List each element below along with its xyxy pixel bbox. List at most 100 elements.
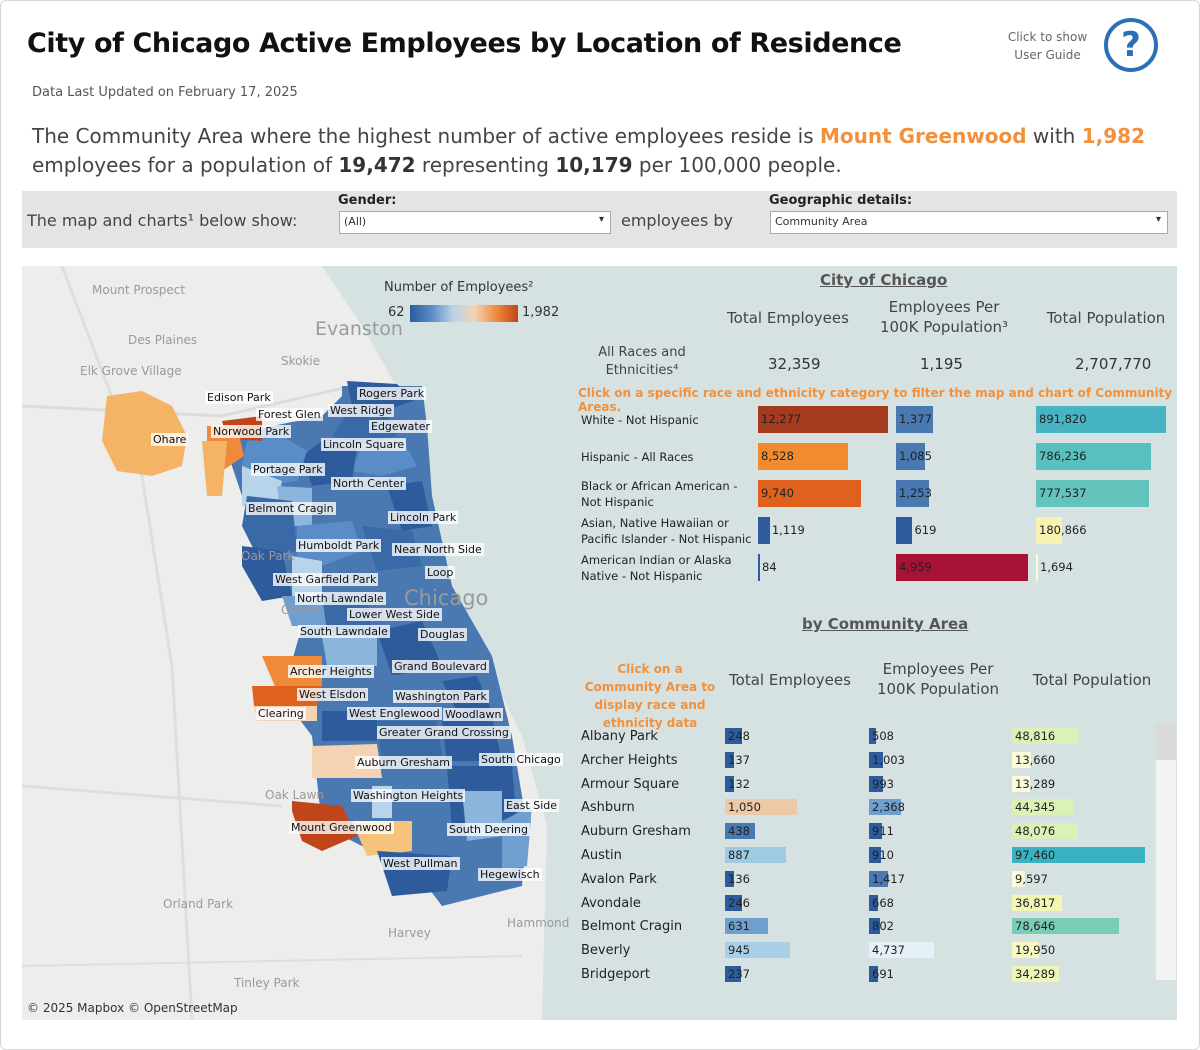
- race-row-label[interactable]: Asian, Native Hawaiian or Pacific Island…: [581, 516, 752, 546]
- map-region-label[interactable]: Loop: [425, 566, 456, 579]
- map-region-label[interactable]: Lincoln Park: [388, 511, 459, 524]
- community-bar[interactable]: 48,076: [1012, 823, 1078, 840]
- community-row-label[interactable]: Auburn Gresham: [581, 824, 691, 840]
- community-bar[interactable]: 1,417: [869, 870, 905, 887]
- community-bar[interactable]: 246: [725, 894, 750, 911]
- map-region-label[interactable]: Humboldt Park: [296, 539, 382, 552]
- map-region-label[interactable]: Auburn Gresham: [355, 756, 452, 769]
- community-bar[interactable]: 631: [725, 918, 769, 935]
- race-bar[interactable]: 777,537: [1036, 480, 1150, 507]
- race-bar[interactable]: 12,277: [758, 406, 888, 433]
- community-bar[interactable]: 136: [725, 870, 750, 887]
- map-region-label[interactable]: North Lawndale: [295, 592, 386, 605]
- map-region-label[interactable]: Belmont Cragin: [246, 502, 336, 515]
- community-row-label[interactable]: Armour Square: [581, 776, 680, 792]
- map-region-label[interactable]: Clearing: [256, 707, 306, 720]
- race-bar[interactable]: 1,694: [1036, 554, 1073, 581]
- community-bar[interactable]: 438: [725, 823, 756, 840]
- map-region-label[interactable]: Edgewater: [369, 420, 433, 433]
- map-region-label[interactable]: Portage Park: [251, 463, 325, 476]
- scrollbar[interactable]: [1156, 724, 1176, 980]
- map-region-label[interactable]: Hegewisch: [478, 868, 542, 881]
- gender-select[interactable]: (All) ▾: [339, 211, 611, 234]
- community-bar[interactable]: 48,816: [1012, 728, 1079, 744]
- community-bar[interactable]: 910: [869, 847, 894, 863]
- map-region-label[interactable]: Lower West Side: [347, 608, 442, 621]
- race-bar[interactable]: 619: [896, 517, 936, 544]
- map-region-label[interactable]: Washington Park: [393, 690, 489, 703]
- help-icon[interactable]: ?: [1104, 18, 1158, 72]
- map-region-label[interactable]: Mount Greenwood: [289, 821, 394, 834]
- race-row-label[interactable]: American Indian or Alaska Native - Not H…: [581, 553, 732, 583]
- map-region-label[interactable]: West Englewood: [347, 707, 442, 720]
- user-guide-link[interactable]: Click to show User Guide: [1007, 30, 1088, 62]
- scrollbar-thumb[interactable]: [1156, 724, 1176, 760]
- map-region-label[interactable]: West Elsdon: [297, 688, 368, 701]
- community-row-label[interactable]: Bridgeport: [581, 967, 651, 982]
- map-region-label[interactable]: West Pullman: [381, 857, 460, 870]
- community-bar[interactable]: 237: [725, 966, 750, 982]
- community-bar[interactable]: 4,737: [869, 942, 934, 959]
- race-row-label[interactable]: Hispanic - All Races: [581, 450, 694, 464]
- map-area[interactable]: [22, 266, 573, 1020]
- race-bar[interactable]: 8,528: [758, 443, 849, 470]
- race-bar[interactable]: 84: [758, 554, 777, 581]
- race-bar[interactable]: 9,740: [758, 480, 862, 507]
- community-row-label[interactable]: Belmont Cragin: [581, 919, 683, 935]
- community-row-label[interactable]: Avondale: [581, 895, 641, 911]
- map-region-label[interactable]: Woodlawn: [443, 708, 504, 721]
- map-region-label[interactable]: Washington Heights: [351, 789, 466, 802]
- map-region-label[interactable]: Edison Park: [205, 391, 273, 404]
- community-row-label[interactable]: Ashburn: [581, 800, 635, 816]
- community-bar[interactable]: 248: [725, 728, 750, 744]
- map-region-label[interactable]: Rogers Park: [357, 387, 427, 400]
- community-bar[interactable]: 887: [725, 847, 786, 863]
- race-bar[interactable]: 786,236: [1036, 443, 1151, 470]
- community-bar[interactable]: 137: [725, 751, 750, 768]
- community-bar[interactable]: 1,050: [725, 799, 797, 816]
- community-row-label[interactable]: Beverly: [581, 943, 631, 959]
- geo-select[interactable]: Community Area ▾: [770, 211, 1168, 234]
- community-bar[interactable]: 19,950: [1012, 942, 1055, 959]
- community-bar[interactable]: 911: [869, 823, 894, 840]
- community-bar[interactable]: 36,817: [1012, 894, 1063, 911]
- community-bar[interactable]: 802: [869, 918, 894, 935]
- community-row-label[interactable]: Archer Heights: [581, 752, 678, 768]
- race-bar[interactable]: 1,085: [896, 443, 932, 470]
- community-bar[interactable]: 13,660: [1012, 751, 1055, 768]
- map-region-label[interactable]: Near North Side: [392, 543, 484, 556]
- community-row-label[interactable]: Austin: [581, 848, 622, 863]
- map-region-label[interactable]: West Ridge: [328, 404, 394, 417]
- community-bar[interactable]: 34,289: [1012, 966, 1059, 982]
- map-region-label[interactable]: South Lawndale: [298, 625, 390, 638]
- map-region-label[interactable]: Grand Boulevard: [392, 660, 489, 673]
- map-region-label[interactable]: South Chicago: [479, 753, 563, 766]
- community-bar[interactable]: 78,646: [1012, 918, 1120, 935]
- map-region-label[interactable]: Norwood Park: [211, 425, 292, 438]
- race-bar[interactable]: 1,377: [896, 406, 933, 433]
- community-bar[interactable]: 1,003: [869, 751, 905, 768]
- community-bar[interactable]: 2,368: [869, 799, 905, 816]
- community-bar[interactable]: 9,597: [1012, 870, 1048, 887]
- community-bar[interactable]: 44,345: [1012, 799, 1073, 816]
- map-svg[interactable]: [22, 266, 573, 1020]
- map-region-label[interactable]: South Deering: [447, 823, 531, 836]
- community-bar[interactable]: 691: [869, 966, 894, 982]
- map-region-label[interactable]: Ohare: [151, 433, 189, 446]
- map-region-label[interactable]: West Garfield Park: [273, 573, 379, 586]
- map-region-label[interactable]: Douglas: [418, 628, 467, 641]
- community-row-label[interactable]: Albany Park: [581, 729, 658, 744]
- map-region-label[interactable]: Archer Heights: [288, 665, 374, 678]
- map-region-label[interactable]: East Side: [504, 799, 560, 812]
- map-region-label[interactable]: Forest Glen: [256, 408, 323, 421]
- race-row-label[interactable]: Black or African American - Not Hispanic: [581, 479, 738, 509]
- community-row-label[interactable]: Avalon Park: [581, 871, 657, 887]
- community-bar[interactable]: 97,460: [1012, 847, 1145, 863]
- race-bar[interactable]: 891,820: [1036, 406, 1166, 433]
- race-bar[interactable]: 1,253: [896, 480, 932, 507]
- map-region-label[interactable]: Lincoln Square: [321, 438, 407, 451]
- race-row-label[interactable]: White - Not Hispanic: [581, 413, 699, 427]
- community-bar[interactable]: 993: [869, 775, 894, 792]
- community-bar[interactable]: 132: [725, 775, 750, 792]
- community-bar[interactable]: 508: [869, 728, 894, 744]
